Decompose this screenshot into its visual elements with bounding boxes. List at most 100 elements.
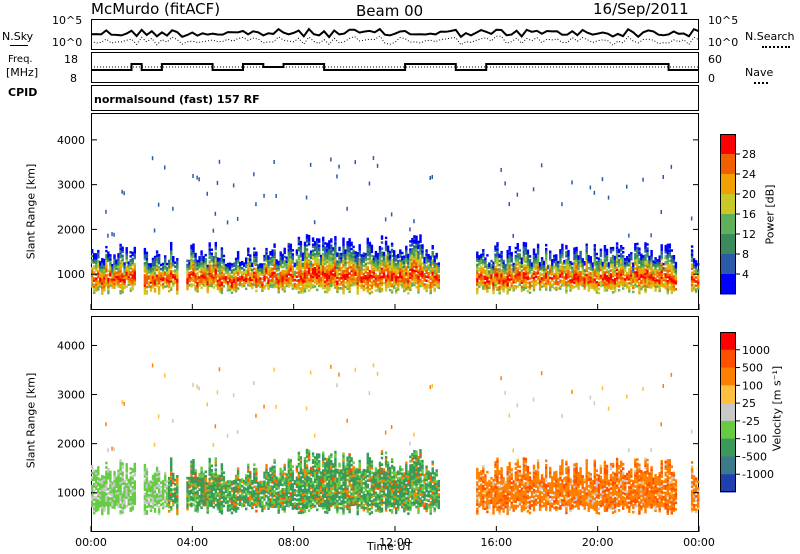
power-cell xyxy=(508,254,511,257)
power-cell xyxy=(545,260,548,263)
velocity-cell xyxy=(113,488,116,492)
velocity-cell xyxy=(101,499,104,502)
velocity-cell xyxy=(117,500,120,504)
velocity-cell xyxy=(113,497,116,501)
power-cell xyxy=(350,255,353,259)
power-cell xyxy=(316,240,319,243)
power-cell xyxy=(380,263,384,266)
power-cell xyxy=(500,285,503,288)
power-cell xyxy=(285,278,288,282)
power-cell xyxy=(514,287,517,290)
power-cell xyxy=(121,248,124,252)
power-cell xyxy=(421,272,424,275)
power-cell xyxy=(672,261,676,264)
velocity-cell xyxy=(149,491,153,495)
power-cell xyxy=(579,273,582,276)
power-cell xyxy=(166,262,169,266)
velocity-cell xyxy=(145,499,149,502)
power-cell xyxy=(299,240,303,244)
power-cell xyxy=(518,257,521,260)
power-cell xyxy=(287,269,290,272)
power-cell xyxy=(482,281,485,284)
power-cell xyxy=(522,284,526,287)
power-cell xyxy=(291,277,294,280)
power-cell xyxy=(654,257,657,260)
power-cell xyxy=(267,279,270,282)
power-cell xyxy=(218,159,221,164)
power-cell xyxy=(411,274,414,277)
power-cell xyxy=(358,280,361,283)
power-cell xyxy=(433,269,436,272)
power-cell xyxy=(364,262,367,266)
power-cell xyxy=(484,287,487,291)
power-cell xyxy=(384,242,388,246)
power-cell xyxy=(591,284,594,288)
velocity-cell xyxy=(105,481,108,485)
power-cell xyxy=(287,263,290,266)
power-cell xyxy=(506,259,509,263)
power-cell xyxy=(297,256,301,260)
power-cell xyxy=(224,265,228,269)
power-cell xyxy=(382,263,386,267)
power-cell xyxy=(502,267,505,271)
velocity-cell xyxy=(121,464,124,468)
power-cell xyxy=(415,265,418,269)
power-cell xyxy=(403,255,406,258)
power-cell xyxy=(528,263,532,266)
power-cell xyxy=(316,260,319,263)
power-cell xyxy=(113,270,116,273)
power-cell xyxy=(249,274,252,278)
power-cell xyxy=(419,264,422,268)
power-cell xyxy=(549,266,552,270)
power-cell xyxy=(510,274,513,277)
power-cell xyxy=(664,277,667,280)
power-cell xyxy=(514,277,517,280)
power-cell xyxy=(107,253,110,256)
power-cell xyxy=(581,272,584,275)
power-cell xyxy=(273,271,276,275)
power-cell xyxy=(697,271,700,274)
power-cell xyxy=(285,272,288,276)
power-cell xyxy=(409,250,412,253)
power-cell xyxy=(419,240,422,243)
power-cell xyxy=(668,287,671,291)
velocity-cell xyxy=(125,485,128,488)
power-cell xyxy=(617,254,621,258)
power-cell xyxy=(222,254,226,258)
power-cell xyxy=(117,281,120,284)
velocity-cell xyxy=(107,476,110,480)
power-cell xyxy=(226,266,230,270)
power-cell xyxy=(204,268,207,271)
power-cell xyxy=(356,260,359,263)
power-cell xyxy=(613,255,617,259)
power-cell xyxy=(190,258,193,262)
power-cell xyxy=(198,284,201,287)
power-cell xyxy=(105,249,108,253)
power-cell xyxy=(176,288,179,291)
power-cell xyxy=(658,267,661,270)
power-cell xyxy=(101,266,104,269)
power-cell xyxy=(524,258,528,261)
power-cell xyxy=(660,248,663,251)
power-cell xyxy=(277,262,280,266)
power-cell xyxy=(214,276,217,279)
power-cell xyxy=(238,277,242,281)
power-cell xyxy=(279,283,282,287)
power-cell xyxy=(291,273,294,276)
power-cell xyxy=(164,263,167,266)
power-cell xyxy=(161,262,165,266)
power-cell xyxy=(253,267,256,271)
power-cell xyxy=(599,254,603,258)
power-cell xyxy=(415,269,418,273)
power-cell xyxy=(425,283,428,287)
power-cell xyxy=(161,266,165,270)
power-cell xyxy=(484,283,487,287)
power-cell xyxy=(660,210,662,214)
power-cell xyxy=(309,278,313,282)
power-cell xyxy=(390,258,394,262)
power-cell xyxy=(170,254,173,257)
power-cell xyxy=(214,247,217,251)
power-cell xyxy=(153,282,157,285)
power-cell xyxy=(591,274,594,277)
power-cell xyxy=(654,283,657,286)
